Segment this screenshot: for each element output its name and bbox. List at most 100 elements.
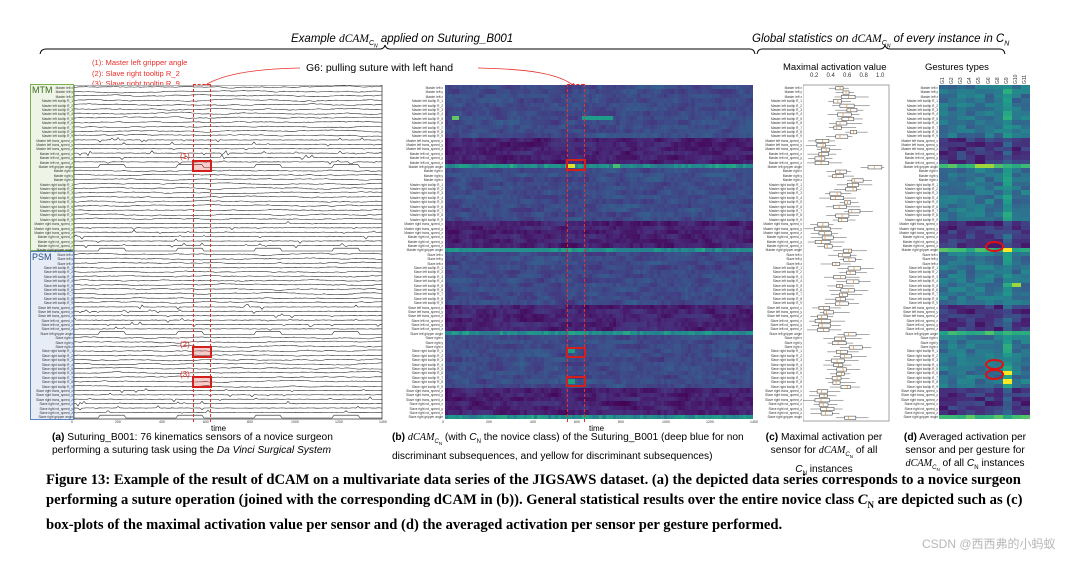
gesture-column-label: G8	[994, 77, 1001, 84]
sensor-label: Master right trans_speed_x	[763, 222, 802, 227]
sensor-label: Master left trans_speed_x	[36, 138, 73, 143]
sensor-label: Slave right tooltip R_8	[906, 380, 938, 385]
panel-d-caption-math: dCAM	[905, 458, 933, 469]
sensor-label: Master right tooltip R_5	[40, 200, 73, 205]
panel-d-gesture-heatmap	[939, 85, 1030, 419]
sensor-label: Slave right tooltip R_3	[411, 358, 443, 363]
sensor-label: Master left tooltip R_6	[41, 121, 73, 126]
sensor-label: Master right rot_speed_z	[37, 244, 73, 249]
panel-b-caption-text2: the novice class) of the Suturing_B001 (…	[392, 432, 744, 463]
sensor-label: Master right rot_speed_x	[407, 235, 443, 240]
sensor-label: Master left tooltip R_1	[906, 99, 938, 104]
sensor-label: Slave right gripper angle	[408, 415, 443, 420]
sensor-label: Master left trans_speed_y	[901, 143, 938, 148]
panel-b-caption-cn-sub: N	[476, 439, 481, 446]
header-left-math: dCAM	[338, 33, 369, 45]
sensor-label: Slave left tooltip R_3	[908, 274, 938, 279]
sensor-label: Slave right tooltip R_7	[411, 375, 443, 380]
panel-a-marker-1: (1)	[180, 152, 190, 161]
sensor-label: Slave right tooltip R_2	[906, 353, 938, 358]
x-tick: 1200	[706, 420, 714, 424]
sensor-label: Slave right tooltip R_7	[906, 375, 938, 380]
sensor-label: Slave left tooltip R_7	[908, 292, 938, 297]
sensor-label: Master right tooltip R_6	[40, 204, 73, 209]
sensor-label: Master left trans_speed_y	[406, 143, 443, 148]
x-tick: 400	[530, 420, 536, 424]
sensor-label: Master right tooltip R_8	[769, 213, 802, 218]
sensor-label: Master right trans_speed_x	[404, 222, 443, 227]
sensor-label: Slave right trans_speed_y	[36, 393, 73, 398]
sensor-label: Slave left trans_speed_y	[903, 309, 938, 314]
figure-caption-text1: Example of the result of dCAM on a multi…	[46, 472, 1021, 508]
sensor-label: Master left trans_speed_z	[765, 147, 802, 152]
panel-a-highlight-1	[192, 160, 212, 172]
sensor-label: Master right tooltip R_9	[40, 217, 73, 222]
panel-b-highlight-2	[566, 347, 586, 358]
sensor-label: Master right tooltip R_9	[769, 217, 802, 222]
sensor-label: Slave left rot_speed_x	[41, 318, 73, 323]
panel-d-caption-cn: C	[966, 458, 975, 469]
sensor-label: Slave left z	[786, 261, 802, 266]
sensor-label: Master right rot_speed_x	[902, 235, 938, 240]
x-tick: 1400	[750, 420, 758, 424]
sensor-label: Slave left tooltip R_3	[772, 274, 802, 279]
sensor-label: Master left z	[55, 94, 73, 99]
sensor-label: Slave right y	[425, 340, 443, 345]
sensor-label: Master left tooltip R_6	[906, 121, 938, 126]
sensor-label: Master left rot_speed_z	[904, 160, 938, 165]
sensor-label: Master right y	[423, 173, 443, 178]
sensor-label: Master left gripper angle	[38, 165, 73, 170]
gesture-column-label: G10	[1012, 74, 1019, 84]
sensor-label: Master left rot_speed_y	[904, 156, 938, 161]
sensor-label: Slave right tooltip R_5	[411, 367, 443, 371]
x-tick: 200	[115, 420, 121, 424]
sensor-label: Slave left tooltip R_7	[43, 292, 73, 297]
panel-b-caption-sub: C	[434, 439, 439, 446]
sensor-label: Master left tooltip R_7	[411, 125, 443, 130]
header-left-prefix: Example	[291, 33, 339, 45]
sensor-label: Master left rot_speed_z	[39, 160, 73, 165]
sensor-label: Slave right tooltip R_1	[906, 349, 938, 354]
sensor-label: Master right x	[918, 169, 938, 174]
sensor-label: Slave right y	[920, 340, 938, 345]
sensor-label: Slave right rot_speed_y	[768, 406, 803, 411]
sensor-label: Slave left gripper angle	[905, 331, 938, 336]
figure-caption-label: Figure 13:	[46, 472, 111, 488]
panel-a-g6-dash-left	[193, 84, 194, 422]
sensor-label: Slave right trans_speed_z	[901, 397, 938, 402]
sensor-label: Slave left tooltip R_9	[413, 301, 443, 306]
sensor-label: Master left tooltip R_9	[770, 134, 802, 139]
sensor-label: Master left tooltip R_8	[770, 129, 802, 134]
sensor-label: Master left tooltip R_2	[770, 103, 802, 108]
panel-d-caption-line3b: instances	[978, 458, 1025, 469]
header-example-dcam: Example dCAMCN applied on Suturing_B001	[291, 33, 513, 50]
sensor-label: Master left trans_speed_z	[406, 147, 443, 152]
sensor-label: Master right tooltip R_4	[40, 195, 73, 200]
sensor-label: Slave right rot_speed_z	[904, 410, 939, 415]
sensor-label: Master right tooltip R_3	[905, 191, 938, 196]
sensor-label: Master left trans_speed_y	[765, 143, 802, 148]
sensor-label: Slave left trans_speed_z	[38, 314, 73, 319]
panel-b-caption-math: dCAM	[407, 432, 435, 443]
sensor-label: Slave right rot_speed_x	[39, 402, 74, 407]
sensor-label: Slave right tooltip R_9	[411, 384, 443, 389]
sensor-label: Slave left tooltip R_4	[908, 279, 938, 284]
sensor-label: Master right tooltip R_4	[905, 195, 938, 200]
sensor-label: Slave left tooltip R_8	[772, 296, 802, 301]
sensor-label: Slave right trans_speed_x	[36, 388, 73, 393]
sensor-label: Master right x	[53, 169, 73, 174]
sensor-label: Master left tooltip R_7	[906, 125, 938, 130]
sensor-label: Slave right tooltip R_4	[41, 362, 73, 367]
figure-caption: Figure 13: Example of the result of dCAM…	[46, 470, 1046, 535]
panel-d-caption-tag: (d)	[903, 432, 917, 443]
sensor-label: Master right tooltip R_2	[40, 186, 73, 191]
sensor-label: Slave right tooltip R_1	[770, 349, 802, 354]
gesture-column-label: G3	[958, 77, 965, 84]
sensor-label: Master left tooltip R_3	[41, 107, 73, 112]
panel-d-title: Gestures types	[925, 62, 989, 73]
sensor-label: Master left trans_speed_x	[901, 138, 938, 143]
sensor-label: Master right trans_speed_y	[34, 226, 73, 231]
sensor-label: Master right tooltip R_7	[40, 208, 73, 213]
header-right-subsub: N	[886, 43, 891, 50]
